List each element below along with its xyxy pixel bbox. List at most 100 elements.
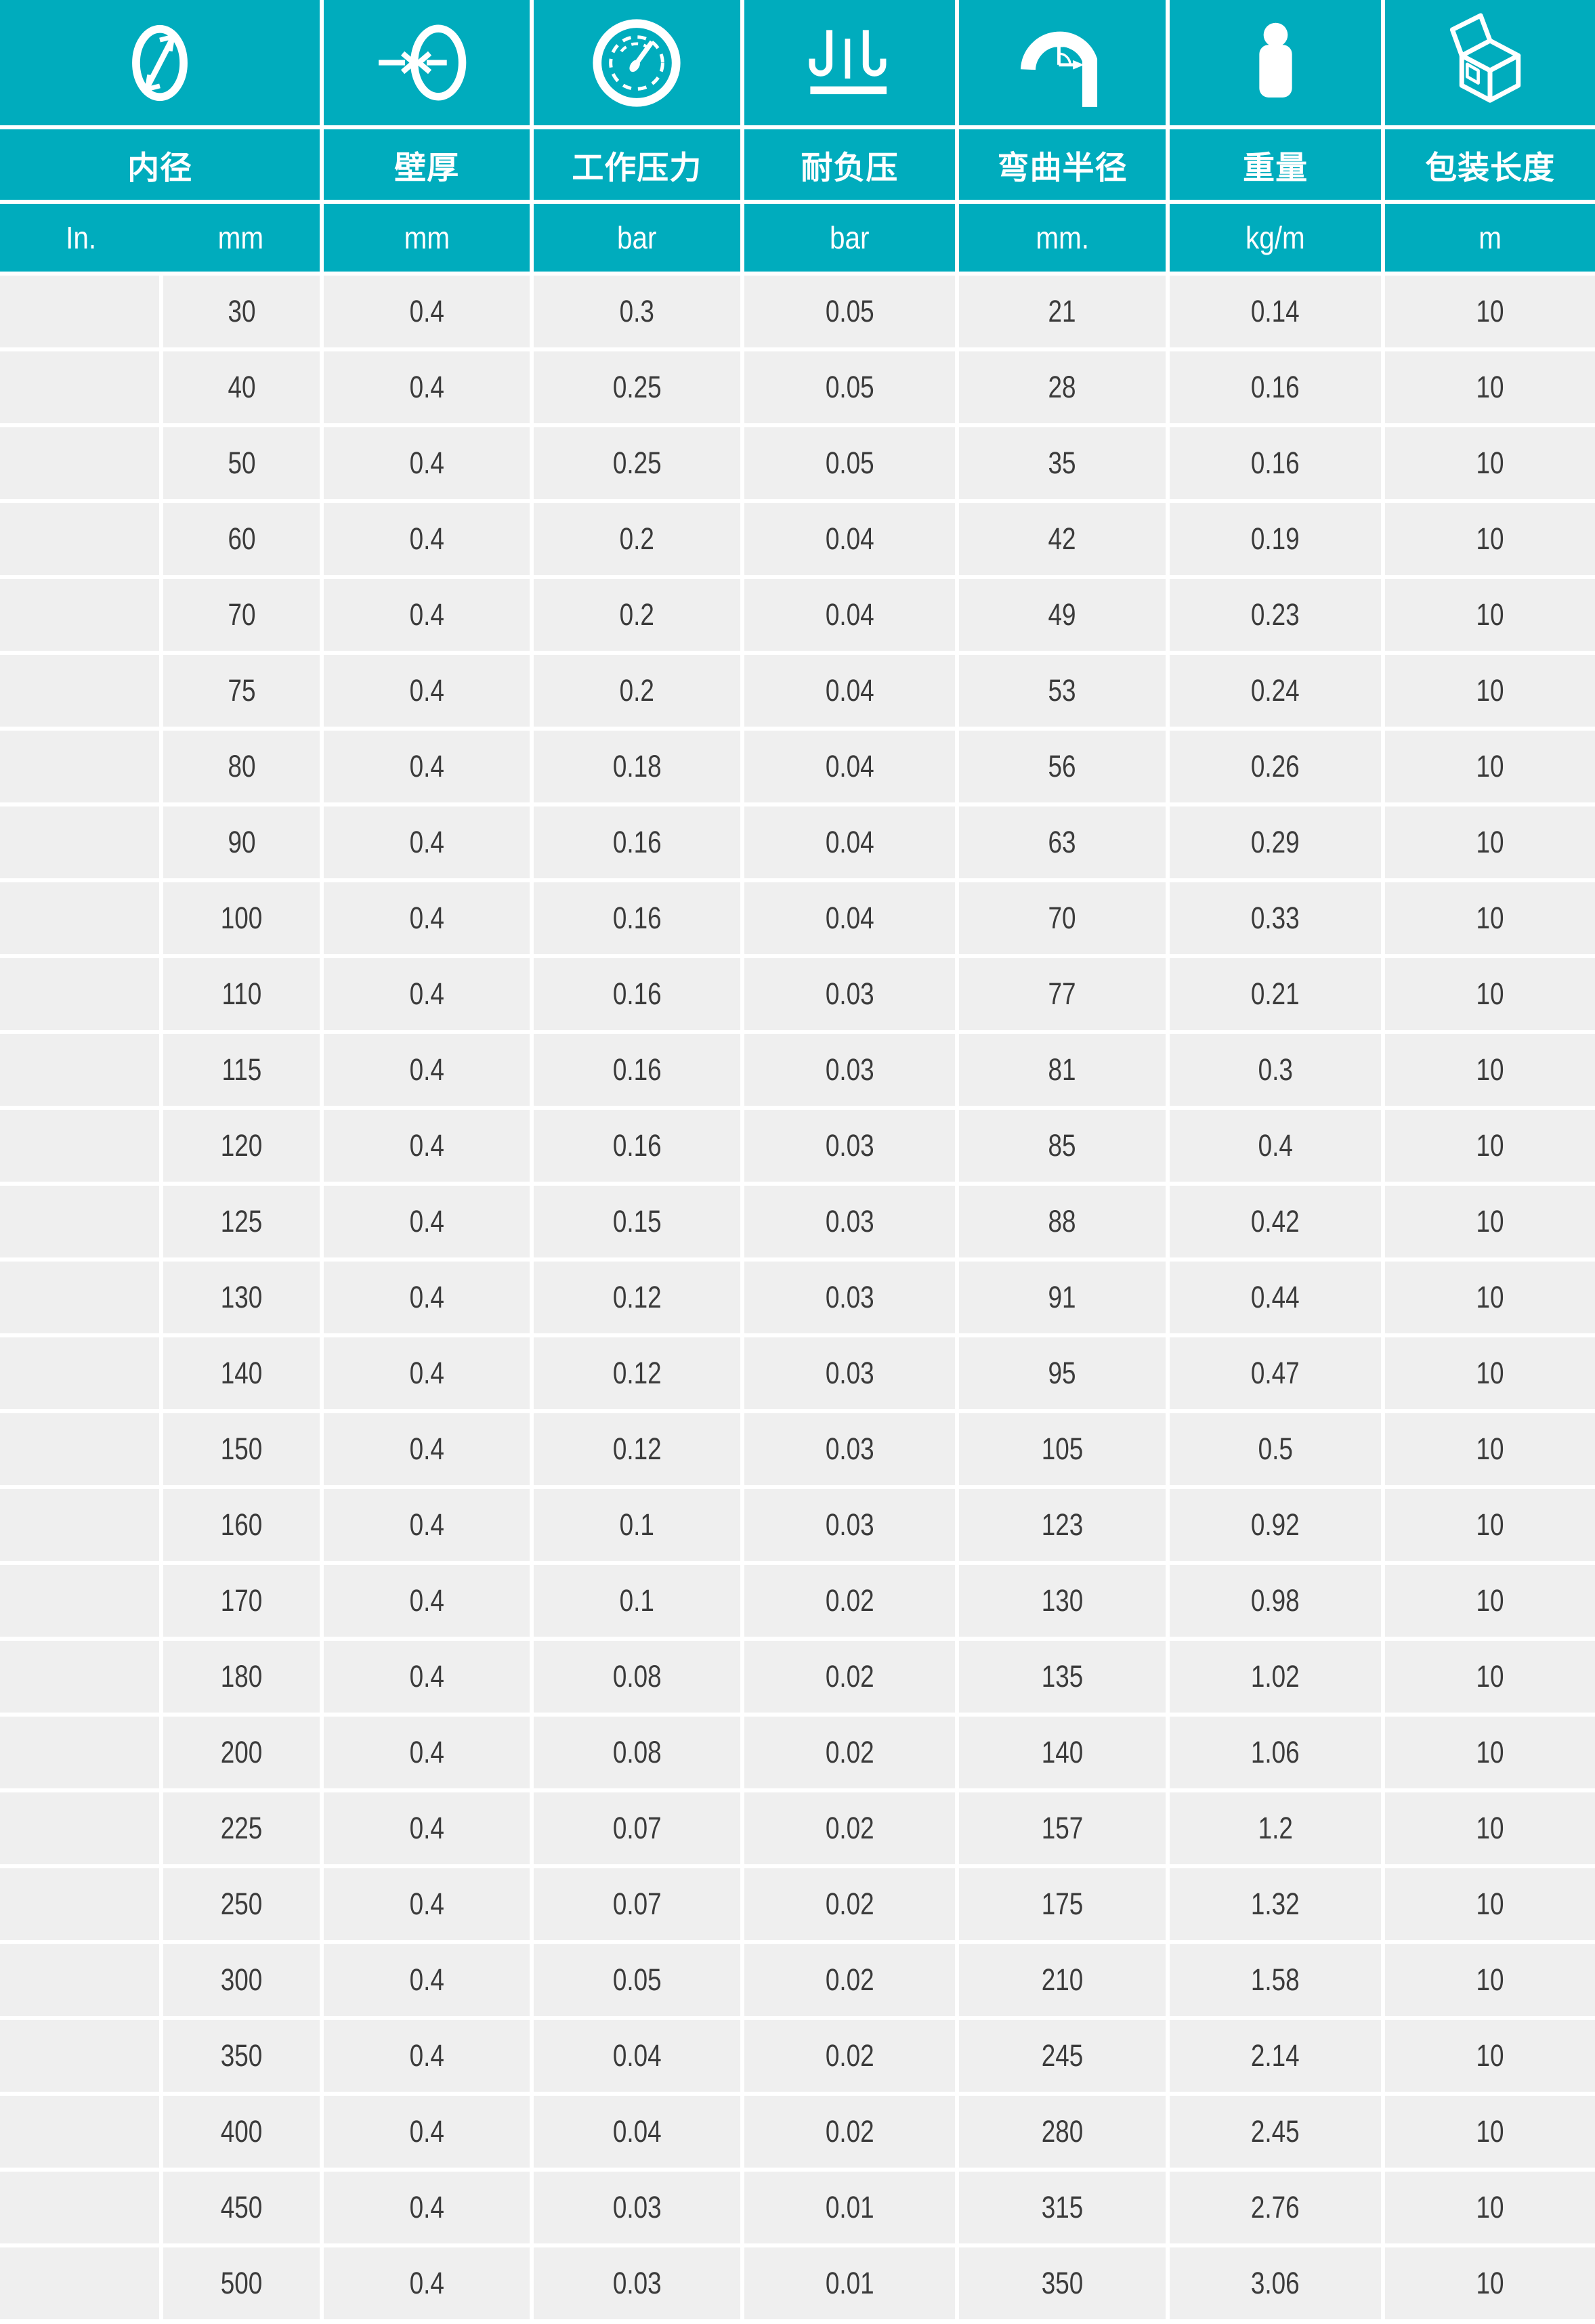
cell-value: 10 (1476, 521, 1504, 556)
table-row-11-wall-cell: 0.4 (324, 1110, 530, 1182)
table-row-7-weight-cell: 0.29 (1169, 806, 1382, 878)
table-row-9-pressure-cell: 0.16 (534, 958, 740, 1030)
cell-value: 0.04 (825, 825, 874, 859)
cell-value: 0.16 (612, 825, 662, 859)
table-row-2-weight-cell: 0.16 (1169, 427, 1382, 499)
cell-value: 10 (1476, 1204, 1504, 1239)
cell-value: 0.24 (1251, 673, 1300, 708)
table-row-22-weight-cell: 1.58 (1169, 1944, 1382, 2016)
col-header-package-length: 包装长度 (1385, 129, 1595, 200)
table-row-26-bend-cell: 350 (959, 2247, 1166, 2319)
cell-value: 0.4 (409, 1128, 444, 1163)
cell-value: 0.42 (1251, 1204, 1300, 1239)
cell-value: 0.4 (409, 1811, 444, 1845)
table-row-5-pressure-cell: 0.2 (534, 655, 740, 727)
table-row-8-inch-cell (0, 882, 160, 954)
table-row-5-bend-cell: 53 (959, 655, 1166, 727)
cell-value: 0.05 (612, 1962, 662, 1997)
cell-value: 0.02 (825, 2114, 874, 2149)
table-row-0-pressure-cell: 0.3 (534, 276, 740, 347)
cell-value: 75 (228, 673, 256, 708)
cell-value: 80 (228, 749, 256, 783)
cell-value: 125 (220, 1204, 263, 1239)
table-row-10-length-cell: 10 (1385, 1034, 1595, 1106)
table-row-13-length-cell: 10 (1385, 1262, 1595, 1333)
table-row-14-pressure-cell: 0.12 (534, 1337, 740, 1409)
cell-value: 0.4 (409, 521, 444, 556)
table-row-4-wall-cell: 0.4 (324, 579, 530, 651)
table-row-18-bend-cell: 135 (959, 1641, 1166, 1713)
cell-value: 28 (1048, 370, 1077, 404)
cell-value: 0.14 (1251, 294, 1300, 328)
table-row-8-mm-cell: 100 (163, 882, 320, 954)
table-row-14-length-cell: 10 (1385, 1337, 1595, 1409)
cell-value: 0.4 (409, 370, 444, 404)
table-row-2-mm-cell: 50 (163, 427, 320, 499)
table-row-11-mm-cell: 120 (163, 1110, 320, 1182)
table-row-21-weight-cell: 1.32 (1169, 1868, 1382, 1940)
cell-value: 0.03 (825, 1204, 874, 1239)
table-row-19-pressure-cell: 0.08 (534, 1717, 740, 1788)
table-row-0-length-cell: 10 (1385, 276, 1595, 347)
table-row-10-bend-cell: 81 (959, 1034, 1166, 1106)
cell-value: 10 (1476, 2266, 1504, 2300)
cell-value: 0.01 (825, 2266, 874, 2300)
unit-inner-diameter-mm: mm (161, 204, 320, 272)
table-row-2-length-cell: 10 (1385, 427, 1595, 499)
table-row-4-mm-cell: 70 (163, 579, 320, 651)
table-row-20-inch-cell (0, 1792, 160, 1864)
table-row-3-pressure-cell: 0.2 (534, 503, 740, 575)
cell-value: 10 (1476, 1887, 1504, 1921)
cell-value: 35 (1048, 446, 1077, 480)
table-row-6-weight-cell: 0.26 (1169, 731, 1382, 802)
col-header-vacuum-resistance: 耐负压 (744, 129, 956, 200)
cell-value: 0.4 (409, 294, 444, 328)
inner-diameter-icon-cell (0, 0, 320, 125)
table-row-12-vacuum-cell: 0.03 (744, 1186, 956, 1257)
unit-cell-wall-thickness: mm (324, 204, 530, 272)
table-row-24-bend-cell: 280 (959, 2096, 1166, 2168)
cell-value: 10 (1476, 597, 1504, 632)
cell-value: 10 (1476, 1128, 1504, 1163)
cell-value: 450 (220, 2190, 263, 2224)
table-row-18-pressure-cell: 0.08 (534, 1641, 740, 1713)
table-row-10-mm-cell: 115 (163, 1034, 320, 1106)
cell-value: 0.01 (825, 2190, 874, 2224)
weight-icon-cell (1169, 0, 1382, 125)
cell-value: 0.47 (1251, 1356, 1300, 1390)
cell-value: 0.12 (612, 1356, 662, 1390)
table-row-15-length-cell: 10 (1385, 1413, 1595, 1485)
cell-value: 77 (1048, 976, 1077, 1011)
table-row-18-weight-cell: 1.02 (1169, 1641, 1382, 1713)
table-row-25-vacuum-cell: 0.01 (744, 2172, 956, 2243)
table-row-26-wall-cell: 0.4 (324, 2247, 530, 2319)
cell-value: 95 (1048, 1356, 1077, 1390)
table-row-13-vacuum-cell: 0.03 (744, 1262, 956, 1333)
table-row-2-bend-cell: 35 (959, 427, 1166, 499)
cell-value: 10 (1476, 1432, 1504, 1466)
table-row-19-vacuum-cell: 0.02 (744, 1717, 956, 1788)
table-row-5-length-cell: 10 (1385, 655, 1595, 727)
table-row-21-length-cell: 10 (1385, 1868, 1595, 1940)
cell-value: 0.05 (825, 294, 874, 328)
cell-value: 70 (1048, 901, 1077, 935)
table-row-24-weight-cell: 2.45 (1169, 2096, 1382, 2168)
cell-value: 0.04 (825, 901, 874, 935)
cell-value: 0.1 (619, 1583, 654, 1618)
cell-value: 0.4 (409, 2190, 444, 2224)
table-row-16-mm-cell: 160 (163, 1489, 320, 1561)
cell-value: 0.08 (612, 1659, 662, 1694)
cell-value: 0.21 (1251, 976, 1300, 1011)
package-icon (1450, 13, 1521, 103)
cell-value: 315 (1041, 2190, 1084, 2224)
cell-value: 250 (220, 1887, 263, 1921)
cell-value: 10 (1476, 1507, 1504, 1542)
unit-label: In. (65, 220, 96, 255)
cell-value: 0.5 (1258, 1432, 1293, 1466)
table-row-25-mm-cell: 450 (163, 2172, 320, 2243)
cell-value: 0.92 (1251, 1507, 1300, 1542)
cell-value: 10 (1476, 825, 1504, 859)
cell-value: 10 (1476, 2114, 1504, 2149)
table-row-1-pressure-cell: 0.25 (534, 351, 740, 423)
cell-value: 500 (220, 2266, 263, 2300)
